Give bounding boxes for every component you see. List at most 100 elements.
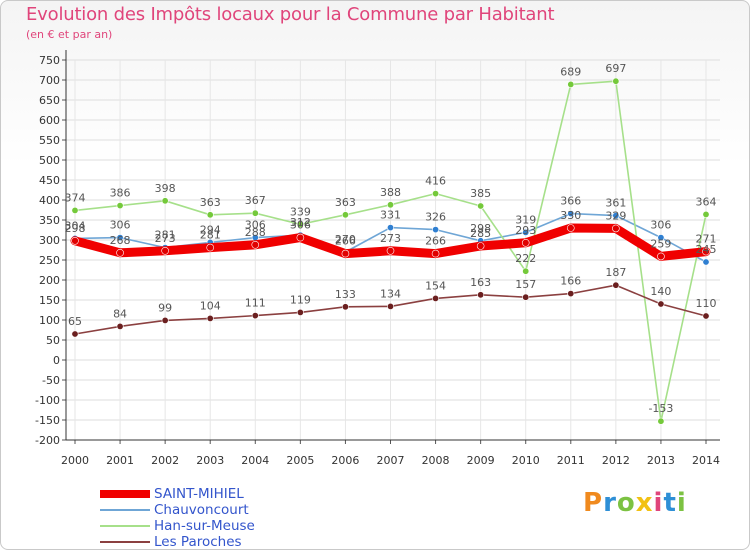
x-tick-label: 2000 (61, 454, 89, 467)
data-point-saint-mihiel (206, 243, 215, 252)
data-label-chauvoncourt: 326 (425, 211, 446, 224)
x-tick-label: 2011 (557, 454, 585, 467)
data-point-les-paroches (116, 322, 124, 330)
data-label-les-paroches: 163 (470, 276, 491, 289)
data-point-han-sur-meuse (296, 220, 304, 228)
x-tick-label: 2009 (467, 454, 495, 467)
data-label-han-sur-meuse: 697 (605, 62, 626, 75)
y-tick-label: 150 (39, 294, 60, 307)
y-tick-label: -150 (35, 414, 60, 427)
data-label-chauvoncourt: 312 (290, 216, 311, 229)
data-label-han-sur-meuse: -153 (648, 402, 673, 415)
data-point-les-paroches (432, 294, 440, 302)
logo-letter: i (653, 488, 664, 518)
legend-swatch-han-sur-meuse (100, 525, 150, 527)
y-tick-label: 500 (39, 154, 60, 167)
x-tick-label: 2004 (241, 454, 269, 467)
data-label-chauvoncourt: 306 (245, 219, 266, 232)
x-tick-label: 2012 (602, 454, 630, 467)
data-label-saint-mihiel: 293 (515, 224, 536, 237)
data-point-chauvoncourt (116, 234, 124, 242)
data-point-saint-mihiel (71, 237, 79, 245)
logo-letter: t (663, 488, 677, 518)
data-point-han-sur-meuse (386, 201, 394, 209)
data-point-les-paroches (206, 314, 214, 322)
data-point-les-paroches (386, 302, 394, 310)
data-label-saint-mihiel: 285 (470, 227, 491, 240)
data-label-chauvoncourt: 294 (200, 223, 221, 236)
data-point-han-sur-meuse (612, 77, 620, 85)
y-tick-label: 400 (39, 194, 60, 207)
data-point-han-sur-meuse (341, 211, 349, 219)
data-point-saint-mihiel (566, 224, 575, 232)
data-point-saint-mihiel (476, 242, 485, 250)
data-label-saint-mihiel: 288 (245, 226, 266, 239)
legend-label-les-paroches: Les Paroches (154, 534, 242, 550)
data-label-les-paroches: 84 (113, 307, 127, 320)
y-tick-label: -200 (35, 434, 60, 447)
data-label-saint-mihiel: 330 (560, 209, 581, 222)
data-point-han-sur-meuse (567, 80, 575, 88)
data-point-han-sur-meuse (206, 211, 214, 219)
x-tick-label: 2001 (106, 454, 134, 467)
data-point-han-sur-meuse (702, 210, 710, 218)
y-tick-label: 0 (53, 354, 60, 367)
data-label-saint-mihiel: 329 (605, 209, 626, 222)
legend-label-saint-mihiel: SAINT-MIHIEL (154, 486, 244, 502)
data-label-han-sur-meuse: 385 (470, 187, 491, 200)
data-point-les-paroches (612, 281, 620, 289)
logo-letter: o (616, 488, 636, 518)
data-label-saint-mihiel: 266 (335, 235, 356, 248)
y-tick-label: 650 (39, 94, 60, 107)
data-label-chauvoncourt: 245 (696, 243, 717, 256)
data-point-saint-mihiel (161, 247, 169, 255)
legend-swatch-les-paroches (100, 541, 150, 543)
data-point-han-sur-meuse (116, 202, 124, 210)
data-label-saint-mihiel: 298 (65, 222, 86, 235)
data-point-chauvoncourt (567, 210, 575, 218)
data-label-chauvoncourt: 331 (380, 209, 401, 222)
data-label-les-paroches: 111 (245, 297, 266, 310)
data-label-les-paroches: 157 (515, 278, 536, 291)
x-tick-label: 2014 (692, 454, 720, 467)
y-tick-label: -100 (35, 394, 60, 407)
data-point-han-sur-meuse (432, 190, 440, 198)
y-tick-label: 450 (39, 174, 60, 187)
y-tick-label: 200 (39, 274, 60, 287)
y-tick-label: 600 (39, 114, 60, 127)
data-point-han-sur-meuse (71, 206, 79, 214)
x-tick-label: 2006 (331, 454, 359, 467)
data-point-chauvoncourt (612, 212, 620, 220)
data-point-saint-mihiel (116, 249, 124, 257)
data-label-han-sur-meuse: 367 (245, 194, 266, 207)
y-tick-label: 300 (39, 234, 60, 247)
data-point-chauvoncourt (386, 224, 394, 232)
data-point-chauvoncourt (657, 234, 665, 242)
data-point-les-paroches (567, 290, 575, 298)
data-label-saint-mihiel: 268 (110, 234, 131, 247)
data-label-les-paroches: 140 (650, 285, 671, 298)
data-point-han-sur-meuse (251, 209, 259, 217)
x-tick-label: 2013 (647, 454, 675, 467)
data-point-saint-mihiel (702, 247, 710, 256)
y-tick-label: 100 (39, 314, 60, 327)
data-label-les-paroches: 104 (200, 299, 221, 312)
data-point-saint-mihiel (521, 239, 530, 247)
data-point-les-paroches (657, 300, 665, 308)
data-point-les-paroches (161, 316, 169, 324)
data-point-saint-mihiel (657, 252, 665, 261)
data-label-les-paroches: 110 (696, 297, 717, 310)
y-tick-label: 350 (39, 214, 60, 227)
data-point-han-sur-meuse (477, 202, 485, 210)
legend-swatch-chauvoncourt (100, 509, 150, 511)
data-label-saint-mihiel: 259 (650, 237, 671, 250)
y-tick-label: -50 (42, 374, 60, 387)
x-tick-label: 2007 (377, 454, 405, 467)
data-label-chauvoncourt: 304 (65, 219, 86, 232)
y-tick-label: 550 (39, 134, 60, 147)
data-label-les-paroches: 154 (425, 279, 446, 292)
data-label-han-sur-meuse: 374 (65, 191, 86, 204)
proxiti-logo: Proxiti (583, 488, 687, 518)
y-tick-label: 750 (39, 54, 60, 67)
data-label-saint-mihiel: 266 (425, 235, 446, 248)
